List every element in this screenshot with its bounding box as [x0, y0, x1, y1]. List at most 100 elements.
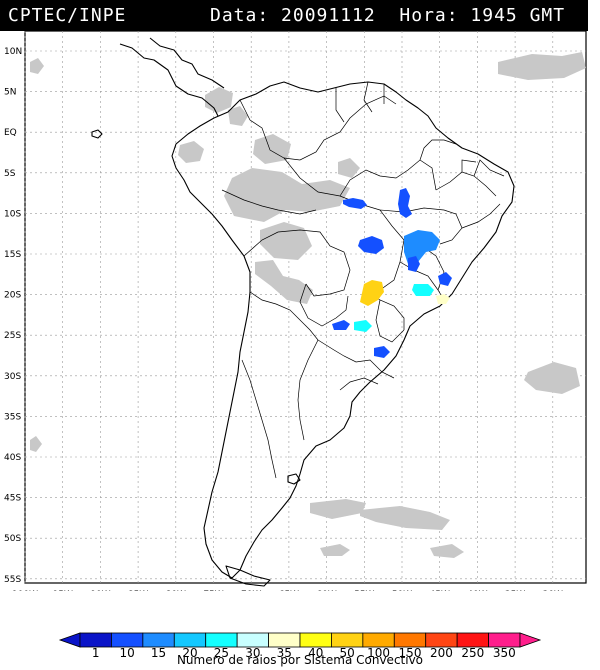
legend-label: 20	[182, 646, 197, 660]
cloud-patch	[228, 106, 248, 126]
state-border	[461, 159, 477, 172]
cloud-patch	[338, 158, 360, 178]
legend-label: 350	[493, 646, 516, 660]
border	[317, 339, 395, 379]
color-legend: 1 10 15 20 25 30 35 40 50 100 150 200 250 350	[58, 632, 542, 660]
legend-arrow-left	[58, 632, 81, 648]
legend-label: 100	[367, 646, 390, 660]
central-america-coast	[149, 37, 225, 89]
longitude-label: 40W	[467, 590, 487, 591]
state-border	[461, 203, 501, 229]
longitude-label: 35W	[505, 590, 525, 591]
legend-label: 35	[277, 646, 292, 660]
longitude-label: 30W	[543, 590, 563, 591]
legend-swatch	[456, 632, 489, 648]
legend-swatch	[299, 632, 332, 648]
legend-swatch	[488, 632, 521, 648]
storm-cell	[404, 230, 440, 264]
legend-label: 150	[399, 646, 422, 660]
cloud-patch	[224, 168, 350, 222]
legend-label: 25	[214, 646, 229, 660]
cloud-patch	[498, 52, 586, 80]
legend-swatch	[393, 632, 427, 648]
border	[249, 291, 319, 341]
storm-cells	[332, 188, 452, 358]
legend-label: 50	[340, 646, 355, 660]
longitude-label: 55W	[354, 590, 374, 591]
latitude-label: 50S	[4, 534, 21, 544]
border	[299, 283, 349, 327]
legend-label: 250	[461, 646, 484, 660]
galapagos-islands	[91, 129, 103, 139]
latitude-label: 40S	[4, 453, 21, 463]
border	[335, 88, 345, 123]
legend-label: 10	[120, 646, 135, 660]
border	[363, 81, 373, 113]
storm-cell	[374, 346, 390, 358]
latitude-label: 35S	[4, 412, 21, 422]
map-header: CPTEC/INPE Data: 20091112 Hora: 1945 GMT	[0, 0, 588, 31]
legend-title: Numero de raios por Sistema Convectivo	[176, 653, 424, 667]
storm-cell	[360, 280, 384, 306]
state-border	[375, 299, 405, 343]
longitude-label: 95W	[53, 590, 73, 591]
central-america-coast	[119, 43, 219, 117]
cloud-patch	[430, 544, 464, 558]
cloud-patch	[310, 499, 366, 519]
legend-swatch	[79, 632, 112, 648]
longitude-label: 85W	[128, 590, 148, 591]
legend-swatch	[205, 632, 238, 648]
longitude-label: 70W	[241, 590, 261, 591]
storm-cell	[398, 188, 412, 218]
legend-label: 40	[308, 646, 323, 660]
longitude-label: 100W	[12, 590, 38, 591]
latitude-label: 10N	[4, 47, 22, 57]
falkland-islands	[287, 473, 301, 485]
border	[339, 377, 379, 391]
latitude-label: 30S	[4, 372, 21, 382]
legend-labels: 1 10 15 20 25 30 35 40 50 100 150 200 250 350	[92, 646, 516, 660]
longitude-label: 50W	[392, 590, 412, 591]
legend-swatch	[142, 632, 175, 648]
continent-coast	[171, 81, 515, 579]
tierra-del-fuego	[225, 565, 271, 587]
latitude-label: 5N	[4, 88, 16, 98]
cloud-patch	[320, 544, 350, 556]
state-border	[403, 207, 463, 245]
legend-bar	[58, 632, 542, 648]
state-border	[339, 159, 437, 197]
cloud-patch	[260, 222, 312, 260]
latitude-label: 55S	[4, 575, 21, 585]
cloud-cover	[30, 52, 586, 558]
storm-cell	[343, 198, 367, 209]
legend-swatch	[425, 632, 458, 648]
latitude-label: 5S	[4, 169, 16, 179]
storm-cell	[438, 272, 452, 286]
longitude-labels: 100W 95W 90W 85W 80W 75W 70W 65W 60W 55W 50W 45W 40W…	[12, 590, 563, 591]
legend-swatch	[362, 632, 395, 648]
legend-swatch	[331, 632, 364, 648]
latitude-labels: 10N 5N EQ 5S 10S 15S 20S 25S 30S 35S 40S 45S 50S 55S	[4, 47, 22, 585]
latitude-label: 10S	[4, 209, 21, 219]
legend-label: 200	[430, 646, 453, 660]
legend-swatch	[173, 632, 207, 648]
legend-label: 30	[245, 646, 260, 660]
border	[241, 359, 277, 479]
longitude-label: 80W	[166, 590, 186, 591]
cloud-patch	[178, 141, 204, 163]
legend-arrow-right	[519, 632, 542, 648]
border	[297, 339, 319, 441]
legend-swatch	[268, 632, 301, 648]
border	[221, 189, 317, 215]
storm-cell	[408, 256, 420, 272]
latitude-label: EQ	[4, 128, 17, 138]
longitude-label: 45W	[430, 590, 450, 591]
cloud-patch	[30, 436, 42, 452]
longitude-label: 90W	[90, 590, 110, 591]
border	[243, 229, 351, 297]
storm-cell	[354, 320, 372, 332]
legend-swatch	[236, 632, 269, 648]
longitude-label: 65W	[279, 590, 299, 591]
longitude-label: 75W	[203, 590, 223, 591]
longitude-label: 60W	[316, 590, 336, 591]
